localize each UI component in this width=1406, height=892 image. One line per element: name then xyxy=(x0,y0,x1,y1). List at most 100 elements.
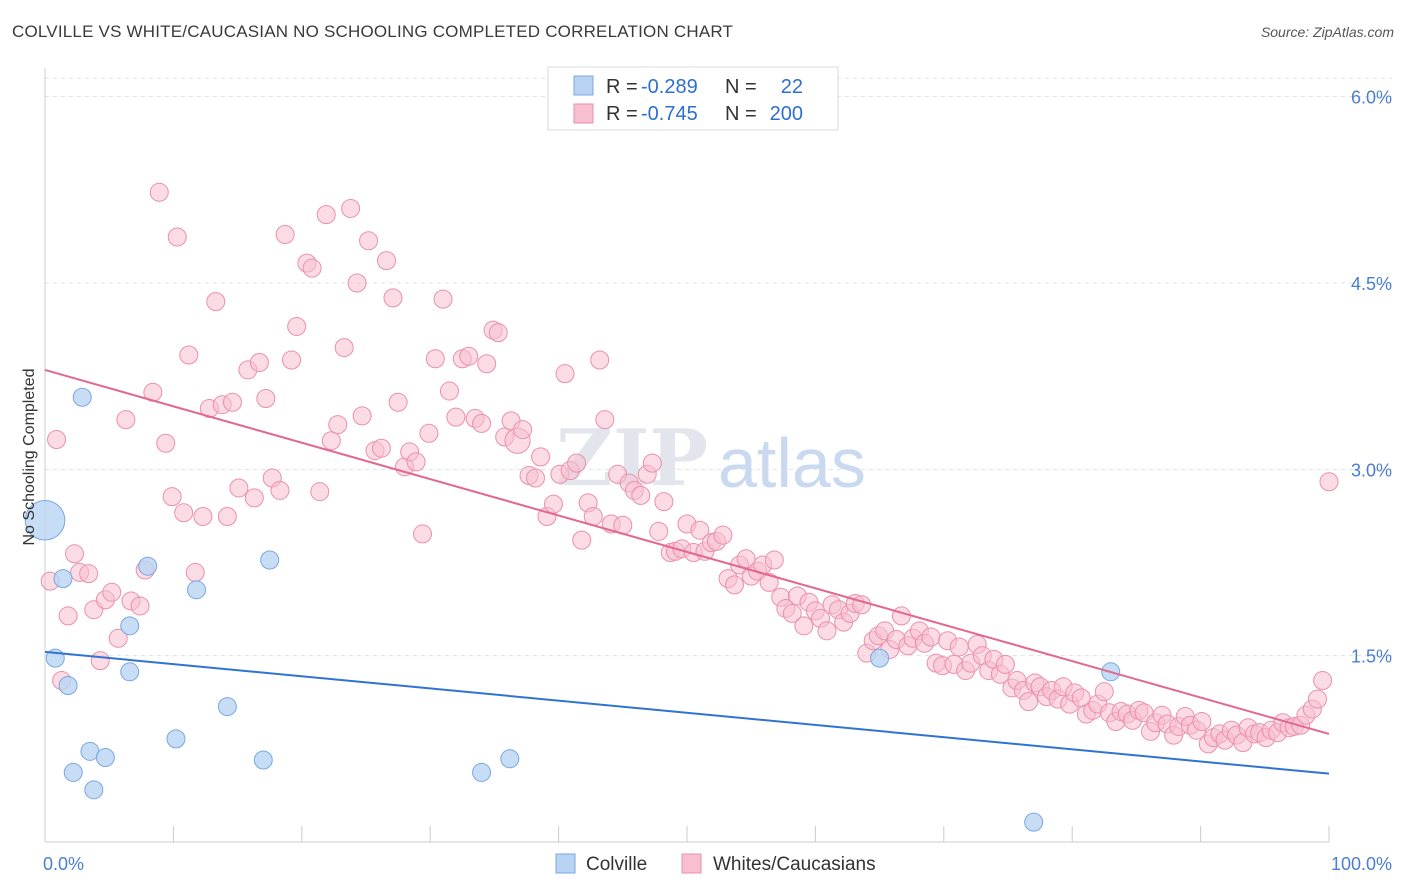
colville-point-19 xyxy=(870,648,890,668)
whites-point-29 xyxy=(222,392,242,412)
y-tick-label-0: 1.5% xyxy=(1351,647,1392,667)
legend-r-value-colville: -0.289 xyxy=(641,76,698,98)
colville-points xyxy=(24,387,1121,832)
whites-point-46 xyxy=(334,338,354,358)
whites-point-22 xyxy=(179,345,199,365)
series-legend: Colville Whites/Caucasians xyxy=(555,853,876,875)
colville-point-4 xyxy=(63,762,83,782)
whites-point-36 xyxy=(270,480,290,500)
whites-point-111 xyxy=(725,575,745,595)
whites-point-68 xyxy=(472,413,492,433)
chart-title: COLVILLE VS WHITE/CAUCASIAN NO SCHOOLING… xyxy=(12,22,734,41)
whites-point-48 xyxy=(347,273,367,293)
whites-point-80 xyxy=(543,494,563,514)
colville-point-7 xyxy=(84,780,104,800)
whites-point-11 xyxy=(108,628,128,648)
legend-r-value-whites: -0.745 xyxy=(641,103,698,125)
colville-point-14 xyxy=(217,697,237,717)
whites-point-69 xyxy=(477,354,497,374)
colville-point-3 xyxy=(58,675,78,695)
whites-point-85 xyxy=(572,530,592,550)
whites-point-140 xyxy=(891,606,911,626)
whites-point-3 xyxy=(58,606,78,626)
whites-point-44 xyxy=(321,431,341,451)
colville-point-10 xyxy=(120,662,140,682)
legend-n-label-colville: N = xyxy=(725,76,757,98)
whites-point-26 xyxy=(206,292,226,312)
whites-point-89 xyxy=(595,410,615,430)
whites-point-24 xyxy=(193,507,213,527)
whites-point-38 xyxy=(282,350,302,370)
whites-point-66 xyxy=(459,346,479,366)
whites-point-50 xyxy=(359,231,379,251)
whites-point-49 xyxy=(352,406,372,426)
colville-point-5 xyxy=(72,387,92,407)
whites-point-175 xyxy=(1094,682,1114,702)
whites-point-6 xyxy=(79,564,99,584)
whites-point-109 xyxy=(713,525,733,545)
whites-point-45 xyxy=(328,415,348,435)
whites-point-98 xyxy=(649,521,669,541)
whites-point-213 xyxy=(1313,671,1333,691)
whites-point-61 xyxy=(425,349,445,369)
whites-point-78 xyxy=(531,447,551,467)
whites-point-33 xyxy=(249,352,269,372)
whites-point-39 xyxy=(287,316,307,336)
stats-legend-box xyxy=(547,66,839,131)
whites-point-77 xyxy=(525,468,545,488)
axes xyxy=(44,68,1330,843)
whites-caucasians-points xyxy=(40,182,1339,754)
y-tick-label-3: 6.0% xyxy=(1351,88,1392,108)
whites-point-42 xyxy=(310,482,330,502)
whites-point-118 xyxy=(764,550,784,570)
whites-point-23 xyxy=(185,562,205,582)
bottom-legend-label-whites: Whites/Caucasians xyxy=(713,854,876,875)
whites-point-52 xyxy=(371,438,391,458)
whites-point-47 xyxy=(341,198,361,218)
whites-point-1 xyxy=(47,430,67,450)
whites-point-12 xyxy=(116,410,136,430)
whites-point-127 xyxy=(817,621,837,641)
bottom-legend-swatch-colville xyxy=(555,853,576,874)
y-tick-label-2: 4.5% xyxy=(1351,274,1392,294)
legend-n-label-whites: N = xyxy=(725,103,757,125)
whites-point-192 xyxy=(1192,711,1212,731)
whites-point-53 xyxy=(377,251,397,271)
colville-point-13 xyxy=(187,580,207,600)
whites-point-64 xyxy=(446,407,466,427)
whites-point-41 xyxy=(302,258,322,278)
legend-swatch-whites xyxy=(573,103,594,124)
whites-point-10 xyxy=(102,582,122,602)
whites-point-17 xyxy=(149,182,169,202)
whites-point-19 xyxy=(162,487,182,507)
source-label: Source: ZipAtlas.com xyxy=(1260,24,1394,40)
whites-point-60 xyxy=(419,423,439,443)
whites-point-37 xyxy=(275,225,295,245)
colville-point-17 xyxy=(472,762,492,782)
whites-point-4 xyxy=(65,544,85,564)
colville-point-11 xyxy=(138,556,158,576)
legend-n-value-colville: 22 xyxy=(781,76,803,98)
x-tick-label-1: 100.0% xyxy=(1331,854,1392,874)
whites-point-54 xyxy=(383,288,403,308)
whites-point-150 xyxy=(949,637,969,657)
whites-point-97 xyxy=(642,453,662,473)
whites-point-214 xyxy=(1319,472,1339,492)
whites-point-8 xyxy=(90,651,110,671)
colville-point-9 xyxy=(120,616,140,636)
whites-point-18 xyxy=(156,433,176,453)
whites-point-133 xyxy=(852,595,872,615)
whites-point-62 xyxy=(433,289,453,309)
whites-point-212 xyxy=(1307,689,1327,709)
colville-point-18 xyxy=(500,749,520,769)
whites-point-59 xyxy=(412,524,432,544)
bottom-legend-swatch-whites xyxy=(681,853,702,874)
whites-point-158 xyxy=(995,654,1015,674)
whites-point-63 xyxy=(439,381,459,401)
whites-point-117 xyxy=(759,572,779,592)
whites-point-58 xyxy=(406,452,426,472)
whites-point-43 xyxy=(316,205,336,225)
whites-point-20 xyxy=(167,227,187,247)
colville-point-20 xyxy=(1024,812,1044,832)
